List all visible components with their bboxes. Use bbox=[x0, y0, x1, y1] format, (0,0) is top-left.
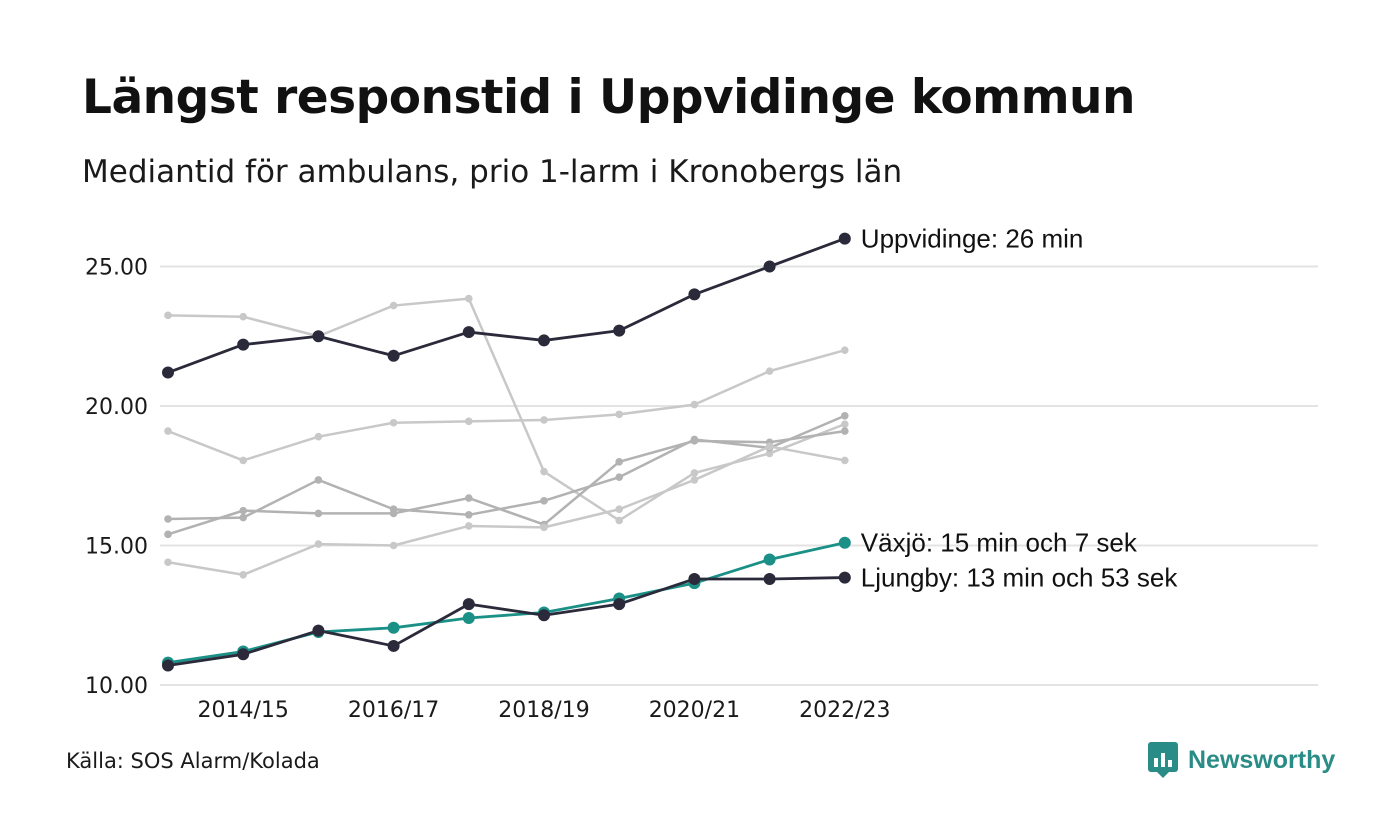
series-label-v-xj-: Växjö: 15 min och 7 sek bbox=[861, 528, 1138, 558]
data-point-uppvidinge bbox=[237, 338, 250, 351]
data-point-other bbox=[239, 570, 247, 579]
series-line-other bbox=[166, 414, 847, 521]
data-point-other bbox=[465, 417, 473, 426]
chart-title: Längst responstid i Uppvidinge kommun bbox=[82, 70, 1135, 125]
data-point-other bbox=[615, 505, 623, 514]
data-point-ljungby bbox=[688, 572, 701, 585]
data-point-other bbox=[389, 418, 398, 427]
data-point-v-xj- bbox=[838, 536, 851, 549]
data-point-other bbox=[465, 511, 473, 519]
series-line-ljungby bbox=[166, 576, 847, 667]
data-point-other bbox=[164, 530, 172, 539]
data-point-ljungby bbox=[162, 659, 174, 672]
data-point-other bbox=[164, 311, 172, 320]
data-point-other bbox=[314, 432, 323, 441]
data-point-other bbox=[615, 473, 623, 481]
x-tick-label: 2018/19 bbox=[498, 698, 589, 723]
data-point-ljungby bbox=[838, 571, 851, 584]
data-point-ljungby bbox=[387, 639, 400, 652]
data-point-other bbox=[615, 458, 623, 466]
data-point-uppvidinge bbox=[613, 324, 626, 337]
data-point-other bbox=[389, 541, 398, 550]
newsworthy-logo-icon bbox=[1148, 742, 1178, 778]
series-line-other bbox=[166, 297, 847, 522]
x-tick-label: 2014/15 bbox=[197, 698, 288, 723]
series-line-other bbox=[166, 429, 847, 536]
data-point-other bbox=[615, 410, 623, 419]
data-point-other bbox=[314, 476, 323, 484]
series-line-other bbox=[166, 348, 847, 462]
data-point-ljungby bbox=[763, 572, 776, 585]
data-point-uppvidinge bbox=[387, 349, 400, 362]
data-point-other bbox=[765, 449, 774, 458]
data-point-v-xj- bbox=[462, 612, 475, 625]
brand-logo: Newsworthy bbox=[1148, 742, 1335, 778]
source-note: Källa: SOS Alarm/Kolada bbox=[66, 749, 320, 773]
series-line-other bbox=[166, 445, 847, 577]
series-label-ljungby: Ljungby: 13 min och 53 sek bbox=[861, 563, 1179, 593]
chart-subtitle: Mediantid för ambulans, prio 1-larm i Kr… bbox=[82, 154, 903, 190]
data-point-ljungby bbox=[237, 648, 250, 661]
data-point-other bbox=[540, 497, 548, 505]
data-point-uppvidinge bbox=[162, 366, 174, 379]
x-tick-label: 2020/21 bbox=[649, 698, 740, 723]
data-point-other bbox=[314, 509, 323, 518]
data-point-other bbox=[690, 437, 699, 445]
data-point-other bbox=[690, 476, 699, 484]
data-point-other bbox=[314, 540, 323, 548]
data-point-other bbox=[239, 506, 247, 515]
data-point-uppvidinge bbox=[688, 288, 701, 301]
data-point-uppvidinge bbox=[312, 330, 325, 343]
data-point-other bbox=[239, 456, 247, 465]
data-point-v-xj- bbox=[387, 621, 400, 634]
data-point-other bbox=[841, 346, 849, 355]
y-tick-label: 25.00 bbox=[85, 256, 148, 281]
data-point-other bbox=[765, 442, 774, 451]
data-point-other bbox=[239, 513, 247, 522]
data-point-other bbox=[841, 456, 849, 465]
data-point-other bbox=[841, 420, 849, 428]
y-tick-label: 10.00 bbox=[85, 674, 148, 699]
data-point-other bbox=[690, 469, 699, 477]
data-point-other bbox=[841, 411, 849, 420]
y-tick-label: 20.00 bbox=[85, 395, 148, 420]
data-point-other bbox=[540, 416, 548, 424]
y-tick-label: 15.00 bbox=[85, 535, 148, 560]
data-point-ljungby bbox=[613, 598, 626, 611]
data-point-other bbox=[690, 400, 699, 409]
data-point-uppvidinge bbox=[462, 326, 475, 339]
data-point-other bbox=[164, 515, 172, 523]
data-point-ljungby bbox=[462, 598, 475, 611]
brand-name: Newsworthy bbox=[1188, 745, 1336, 774]
data-point-other bbox=[465, 494, 473, 502]
series-line-uppvidinge bbox=[166, 237, 847, 374]
data-point-ljungby bbox=[312, 624, 325, 637]
data-point-uppvidinge bbox=[838, 232, 851, 245]
data-point-other bbox=[615, 516, 623, 525]
data-point-other bbox=[540, 467, 548, 476]
data-point-other bbox=[164, 427, 172, 435]
data-point-other bbox=[465, 522, 473, 530]
x-tick-label: 2016/17 bbox=[348, 698, 439, 723]
data-point-other bbox=[765, 367, 774, 375]
series-label-uppvidinge: Uppvidinge: 26 min bbox=[861, 224, 1084, 254]
data-point-other bbox=[841, 427, 849, 435]
data-point-other bbox=[239, 312, 247, 321]
data-point-other bbox=[164, 558, 172, 567]
data-point-ljungby bbox=[538, 609, 550, 622]
data-point-v-xj- bbox=[763, 553, 776, 566]
data-point-other bbox=[465, 294, 473, 303]
data-point-uppvidinge bbox=[538, 334, 550, 347]
data-point-uppvidinge bbox=[763, 260, 776, 273]
x-tick-label: 2022/23 bbox=[799, 698, 890, 723]
data-point-other bbox=[389, 301, 398, 310]
data-point-other bbox=[389, 509, 398, 518]
data-point-other bbox=[540, 523, 548, 532]
